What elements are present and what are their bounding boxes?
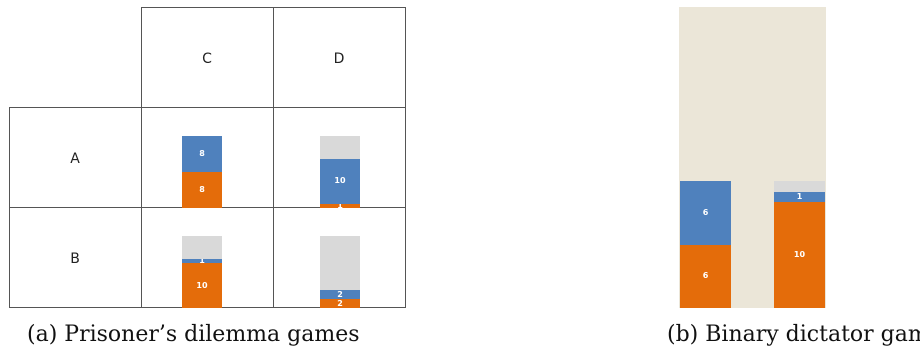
dictator-bar-1-blue-segment: 6 [680,181,731,245]
dictator-bar-1-orange-segment: 6 [680,244,731,308]
dictator-bar-2-gray-segment [774,181,825,192]
column-header-d: D [333,51,345,67]
payoff-bar-a-c-blue-segment: 8 [182,136,222,172]
caption-b: (b) Binary dictator games [667,322,920,347]
dictator-bar-2-orange-label: 10 [793,250,806,260]
row-header-b: B [70,251,80,267]
dictator-bar-1-orange-label: 6 [702,271,709,281]
payoff-bar-b-c-gray-segment [182,236,222,259]
caption-a: (a) Prisoner’s dilemma games [27,322,360,347]
payoff-bar-a-c-orange-segment: 8 [182,172,222,208]
payoff-bar-b-d-blue-segment: 2 [320,290,360,299]
dictator-bar-2: 10 1 [774,181,825,308]
column-header-c: C [202,51,212,67]
payoff-bar-a-d-gray-segment [320,136,360,159]
payoff-bar-a-d: 1 10 [320,136,360,210]
row-header-a: A [70,151,80,167]
dictator-bar-2-blue-segment: 1 [774,191,825,203]
payoff-bar-a-d-blue-segment: 10 [320,158,360,204]
payoff-bar-a-d-blue-label: 10 [334,176,346,185]
payoff-bar-a-c-orange-label: 8 [199,185,205,194]
payoff-bar-b-d-orange-segment: 2 [320,299,360,308]
payoff-bar-a-c-blue-label: 8 [199,149,205,158]
payoff-bar-a-d-orange-segment: 1 [320,200,360,210]
payoff-bar-b-c-blue-segment: 1 [182,255,222,265]
payoff-bar-b-c-orange-label: 10 [196,280,208,290]
payoff-bar-b-d-orange-label: 2 [337,298,343,308]
payoff-bar-b-d-gray-segment [320,236,360,290]
dictator-bar-1-blue-label: 6 [702,207,709,217]
payoff-bar-b-c-blue-label: 1 [199,255,205,265]
payoff-bar-b-c: 10 1 [182,236,222,308]
payoff-bar-b-d-blue-label: 2 [337,289,343,299]
payoff-bar-b-c-orange-segment: 10 [182,263,222,308]
payoff-bar-a-d-orange-label: 1 [337,200,343,210]
dictator-bar-2-blue-label: 1 [796,191,803,201]
dictator-bar-2-orange-segment: 10 [774,202,825,308]
